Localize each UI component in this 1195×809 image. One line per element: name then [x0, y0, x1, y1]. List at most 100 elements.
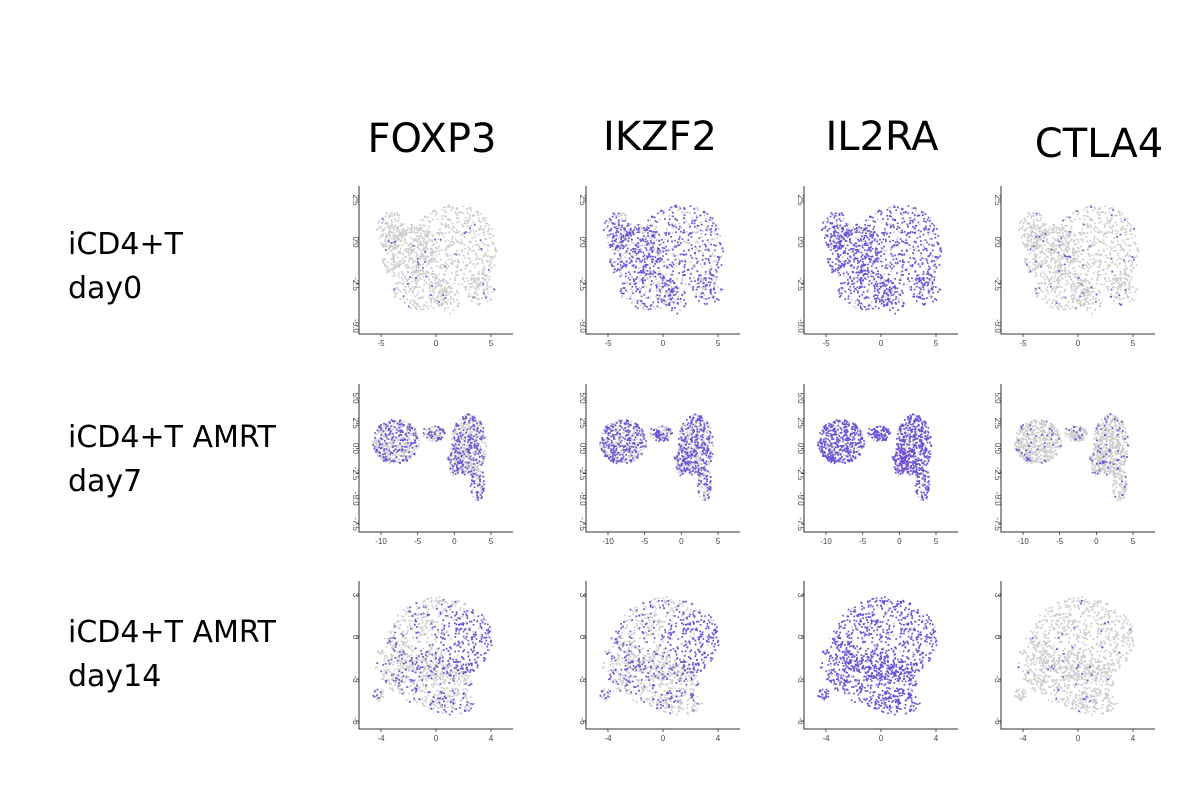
cell-point: [661, 274, 664, 276]
cell-point: [457, 264, 459, 266]
cell-point: [665, 273, 668, 276]
cell-point: [709, 231, 711, 234]
cell-point: [1083, 293, 1085, 295]
cell-point: [454, 260, 456, 262]
cell-point-expressed: [840, 247, 842, 250]
cell-point-expressed: [876, 285, 878, 287]
cell-point: [409, 300, 412, 302]
cell-point-expressed: [614, 240, 617, 243]
cell-point-expressed: [874, 221, 877, 223]
cell-point: [702, 279, 704, 282]
cell-point: [1124, 231, 1126, 234]
cell-point: [447, 293, 450, 296]
cell-point-expressed: [896, 244, 899, 246]
cell-point: [1121, 213, 1124, 215]
y-tick-label: -5.0: [578, 319, 587, 333]
cell-point: [684, 217, 687, 220]
cell-point: [424, 235, 426, 237]
cell-point-expressed: [679, 236, 681, 238]
cell-point-expressed: [892, 307, 894, 309]
cell-point: [478, 258, 480, 260]
cell-point: [1123, 281, 1125, 284]
cell-point-expressed: [880, 302, 883, 305]
cell-point: [1080, 292, 1082, 295]
cell-point-expressed: [621, 224, 624, 227]
cell-point: [1097, 212, 1099, 215]
cell-point: [1033, 215, 1035, 217]
cell-point-expressed: [680, 230, 682, 233]
cell-point-expressed: [676, 312, 679, 315]
cell-point: [441, 224, 444, 226]
cell-point-expressed: [892, 299, 895, 301]
cell-point: [413, 300, 416, 303]
cell-point: [1027, 222, 1029, 225]
cell-point: [705, 217, 707, 220]
cell-point: [876, 272, 879, 275]
cell-point: [444, 307, 447, 309]
row-label-day0-line1: iCD4+T: [68, 227, 184, 262]
cell-point: [400, 260, 402, 262]
cell-point: [1073, 297, 1076, 299]
cell-point: [446, 267, 448, 270]
cell-point: [1137, 250, 1140, 253]
cell-point-expressed: [647, 227, 650, 229]
cell-point-expressed: [912, 207, 915, 209]
cell-point: [422, 269, 424, 271]
cell-point-expressed: [630, 255, 633, 258]
cell-point: [682, 208, 685, 211]
cell-point: [440, 295, 442, 298]
cell-point-expressed: [917, 277, 920, 280]
cell-point: [623, 214, 626, 216]
cell-point-expressed: [846, 244, 849, 247]
cell-point: [1091, 285, 1093, 287]
cell-point: [1073, 260, 1076, 263]
cell-point: [421, 290, 424, 293]
cell-point-expressed: [908, 244, 911, 246]
cell-point: [872, 256, 875, 259]
cell-point: [867, 272, 870, 275]
cell-point: [1066, 235, 1068, 237]
cell-point: [884, 280, 887, 282]
cell-point: [474, 290, 476, 293]
cell-point: [407, 244, 410, 247]
cell-point-expressed: [617, 245, 620, 248]
cell-point: [422, 271, 425, 273]
cell-point: [1128, 255, 1131, 258]
cell-point: [1102, 211, 1104, 213]
cell-point: [400, 276, 403, 279]
cell-point-expressed: [661, 210, 664, 212]
cell-point-expressed: [632, 230, 634, 233]
cell-point-expressed: [903, 283, 905, 286]
cell-point: [1119, 243, 1121, 246]
cell-point: [432, 276, 435, 279]
cell-point: [443, 206, 445, 209]
cell-point: [1049, 265, 1052, 268]
cell-point: [666, 228, 668, 231]
cell-point: [409, 231, 412, 233]
cell-point-expressed: [927, 281, 930, 284]
cell-point: [1108, 219, 1111, 222]
cell-point: [1064, 308, 1067, 310]
cell-point-expressed: [878, 243, 880, 245]
cell-point-expressed: [856, 249, 859, 251]
cell-point-expressed: [641, 259, 644, 262]
cell-point: [1054, 262, 1056, 264]
cell-point: [452, 309, 454, 311]
cell-point-expressed: [696, 270, 699, 272]
cell-point-expressed: [881, 232, 883, 234]
cell-point: [614, 244, 617, 247]
cell-point-expressed: [656, 212, 659, 215]
cell-point: [1084, 277, 1087, 280]
cell-point-expressed: [839, 234, 842, 237]
cell-point-expressed: [863, 227, 866, 230]
cell-point: [835, 223, 838, 226]
cell-point-expressed: [708, 262, 711, 264]
cell-point: [411, 298, 414, 301]
cell-point: [665, 301, 667, 303]
cell-point: [425, 265, 428, 267]
cell-point: [891, 253, 893, 256]
cell-point: [462, 277, 464, 279]
cell-point: [419, 229, 422, 231]
cell-point-expressed: [878, 251, 881, 254]
cell-point: [1041, 252, 1044, 254]
